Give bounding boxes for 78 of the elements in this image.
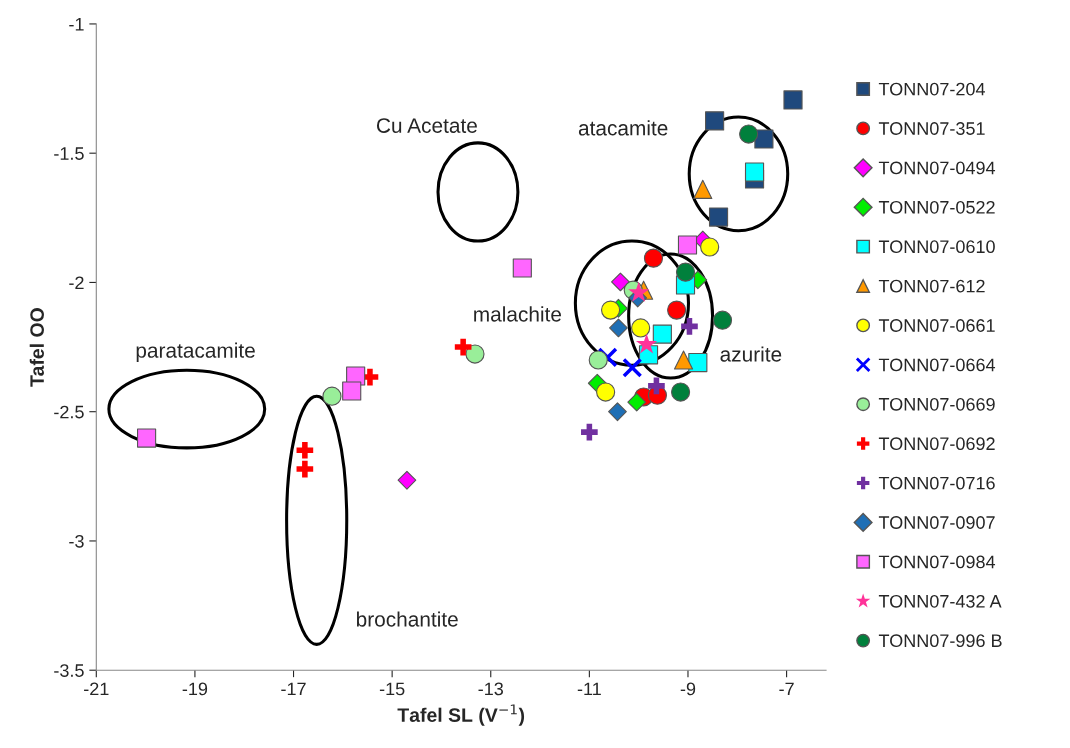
point — [397, 470, 417, 490]
legend-label: TONN07-0664 — [878, 358, 996, 372]
point — [600, 300, 621, 320]
annotation: atacamite — [578, 120, 668, 136]
point — [744, 162, 765, 182]
y-tick-label: -1 — [69, 18, 84, 31]
x-tick-label: -19 — [182, 682, 208, 696]
point — [296, 460, 314, 478]
y-tick-label: -3 — [69, 534, 84, 548]
x-tick-label: -9 — [680, 682, 696, 696]
legend-label: TONN07-204 — [878, 82, 985, 96]
point — [596, 382, 616, 402]
point — [322, 386, 342, 406]
point — [588, 350, 608, 370]
point — [597, 347, 618, 368]
point — [631, 318, 651, 338]
point — [648, 377, 665, 395]
y-axis-title: Tafel OO — [29, 308, 44, 387]
legend-label: TONN07-612 — [878, 279, 985, 293]
point — [671, 382, 691, 402]
legend-label: TONN07-0907 — [878, 516, 995, 529]
legend-label: TONN07-996 B — [878, 634, 1002, 648]
point — [693, 179, 713, 199]
x-tick-label: -17 — [281, 682, 306, 696]
x-tick-label: -21 — [84, 682, 109, 696]
point — [454, 338, 472, 356]
y-tick-label: -2 — [69, 276, 84, 289]
point — [643, 248, 664, 268]
point — [673, 350, 694, 370]
point — [675, 262, 696, 282]
legend-label: TONN07-0716 — [878, 476, 995, 490]
point — [622, 357, 643, 378]
annotation: brochantite — [356, 611, 458, 627]
point — [667, 300, 687, 320]
point — [681, 318, 698, 335]
legend-label: TONN07-0984 — [878, 555, 996, 569]
point — [652, 324, 672, 344]
legend-label: TONN07-0692 — [878, 437, 995, 451]
x-tick-label: -13 — [478, 682, 504, 696]
annotation: azurite — [720, 346, 782, 362]
point — [608, 402, 627, 422]
y-tick-label: -3.5 — [54, 664, 84, 677]
legend-label: TONN07-351 — [878, 122, 985, 135]
legend-label: TONN07-0661 — [878, 319, 995, 332]
point — [754, 129, 774, 149]
legend-label: TONN07-0494 — [878, 161, 996, 175]
point — [705, 111, 725, 131]
point — [712, 310, 733, 330]
point — [581, 423, 598, 441]
point — [739, 124, 759, 144]
point — [708, 207, 729, 227]
point — [636, 333, 658, 354]
x-axis-title: Tafel SL (V$^{−1}$) — [397, 704, 525, 726]
x-tick-label: -15 — [379, 682, 405, 696]
point — [783, 90, 803, 110]
point — [677, 235, 698, 255]
legend-label: TONN07-0669 — [878, 397, 995, 411]
annotation: paratacamite — [136, 342, 255, 362]
x-tick-label: -11 — [577, 682, 601, 696]
point — [137, 428, 157, 448]
point — [342, 381, 362, 401]
legend-label: TONN07-432 A — [878, 594, 1002, 608]
point — [700, 237, 720, 257]
legend-label: TONN07-0610 — [878, 240, 995, 254]
point — [609, 318, 628, 338]
legend-label: TONN07-0522 — [878, 200, 995, 214]
point — [465, 344, 485, 364]
point — [611, 272, 630, 292]
point — [628, 281, 650, 302]
y-tick-label: -2.5 — [54, 405, 84, 419]
point — [627, 392, 647, 412]
x-tick-label: -7 — [779, 682, 794, 696]
point — [296, 441, 314, 459]
point — [688, 352, 708, 373]
point — [512, 258, 532, 278]
annotation: Cu Acetate — [376, 118, 477, 133]
y-tick-label: -1.5 — [54, 147, 84, 160]
annotation: malachite — [474, 306, 562, 322]
